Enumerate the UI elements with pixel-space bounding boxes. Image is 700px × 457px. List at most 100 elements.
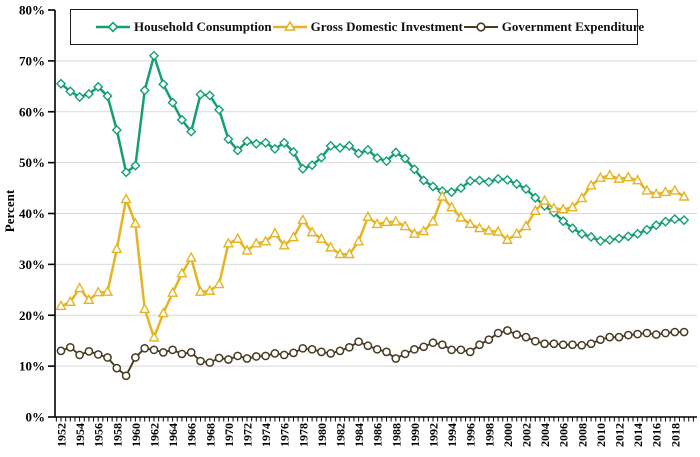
data-point: [419, 342, 429, 352]
data-point: [446, 187, 457, 198]
data-point: [372, 344, 382, 354]
data-point: [278, 239, 290, 250]
data-point: [120, 193, 132, 204]
data-point: [613, 233, 625, 244]
data-point: [317, 347, 326, 357]
data-point: [56, 346, 66, 356]
data-point: [149, 345, 159, 355]
x-tick-label: 1992: [427, 423, 441, 447]
data-point: [148, 331, 160, 342]
x-tick-label: 2018: [668, 423, 682, 447]
data-point: [103, 353, 112, 362]
data-point: [307, 160, 318, 171]
data-point: [455, 182, 466, 194]
data-point: [380, 215, 393, 227]
data-point: [623, 330, 633, 340]
data-point: [483, 176, 494, 188]
data-point: [353, 235, 365, 246]
data-point: [400, 349, 410, 359]
data-point: [121, 371, 131, 381]
data-point: [111, 124, 122, 136]
x-tick-label: 2004: [538, 423, 552, 447]
data-point: [484, 335, 494, 345]
data-point: [633, 329, 642, 339]
x-tick-label: 1970: [222, 423, 236, 447]
x-tick-label: 2006: [557, 423, 571, 447]
data-point: [642, 328, 652, 338]
y-tick-label: 50%: [19, 155, 45, 170]
data-point: [465, 175, 476, 187]
data-point: [623, 231, 634, 242]
data-point: [101, 285, 114, 296]
data-point: [168, 345, 177, 355]
data-point: [316, 152, 327, 163]
data-point: [446, 201, 458, 212]
data-point: [408, 227, 420, 238]
x-tick-label: 1958: [110, 423, 124, 447]
data-point: [540, 339, 549, 349]
data-point: [232, 232, 244, 243]
data-point: [595, 235, 606, 247]
data-point: [223, 134, 234, 145]
data-point: [391, 354, 401, 363]
y-tick-label: 0%: [26, 410, 46, 425]
data-point: [382, 347, 391, 357]
data-point: [335, 346, 345, 356]
y-tick-label: 20%: [19, 308, 45, 323]
data-point: [577, 340, 587, 350]
data-point: [576, 228, 587, 239]
data-point: [475, 340, 484, 350]
legend-swatch-circle-icon: [463, 22, 498, 32]
data-point: [427, 215, 439, 226]
legend-entry-government-expenditure: Government Expenditure: [463, 19, 644, 35]
data-point: [447, 345, 456, 355]
x-tick-label: 1974: [259, 423, 273, 447]
data-point: [148, 50, 160, 61]
data-point: [651, 220, 662, 231]
data-point: [568, 340, 577, 350]
x-tick-label: 1972: [241, 423, 255, 447]
data-point: [530, 192, 541, 203]
x-tick-label: 2002: [520, 423, 534, 447]
x-tick-label: 1982: [334, 423, 348, 447]
data-point: [139, 302, 151, 314]
data-point: [428, 338, 438, 348]
data-point: [158, 79, 169, 90]
data-point: [111, 242, 123, 254]
data-point: [251, 352, 261, 361]
data-point: [670, 327, 680, 337]
data-point: [269, 143, 280, 154]
data-point: [493, 173, 504, 184]
data-point: [74, 91, 85, 103]
data-point: [622, 171, 634, 182]
data-point: [140, 343, 150, 353]
data-point: [279, 137, 290, 148]
data-point: [55, 299, 67, 311]
data-point: [334, 142, 346, 153]
data-point: [641, 184, 653, 195]
data-point: [270, 349, 280, 358]
data-point: [334, 248, 346, 259]
data-point: [558, 340, 568, 350]
data-point: [279, 350, 289, 360]
data-point: [520, 220, 532, 231]
legend-entry-household-consumption: Household Consumption: [95, 19, 272, 35]
data-point: [92, 286, 104, 297]
data-point: [83, 293, 95, 304]
data-point: [75, 350, 84, 360]
data-point: [669, 184, 681, 195]
data-point: [131, 353, 140, 362]
data-point: [306, 226, 318, 237]
data-point: [84, 347, 94, 356]
data-point: [660, 216, 671, 227]
x-tick-label: 1964: [166, 423, 180, 447]
data-point: [289, 348, 298, 358]
data-point: [409, 164, 420, 175]
x-tick-label: 1976: [278, 423, 292, 447]
data-point: [224, 355, 233, 364]
data-point: [427, 181, 439, 192]
legend-entry-gross-domestic-investment: Gross Domestic Investment: [272, 19, 463, 35]
data-point: [651, 330, 661, 339]
data-point: [529, 204, 541, 215]
data-point: [418, 175, 429, 186]
